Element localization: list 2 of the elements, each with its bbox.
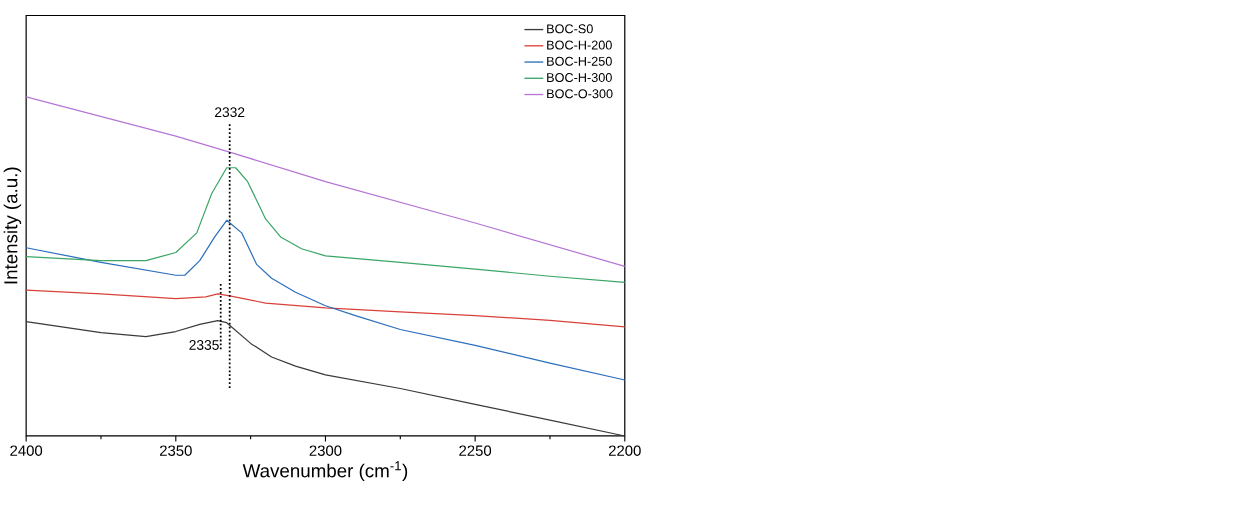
x-axis-title: Wavenumber (cm$^{-1}$) (242, 461, 408, 482)
y-axis-title: Intensity (a.u.) (3, 168, 22, 284)
